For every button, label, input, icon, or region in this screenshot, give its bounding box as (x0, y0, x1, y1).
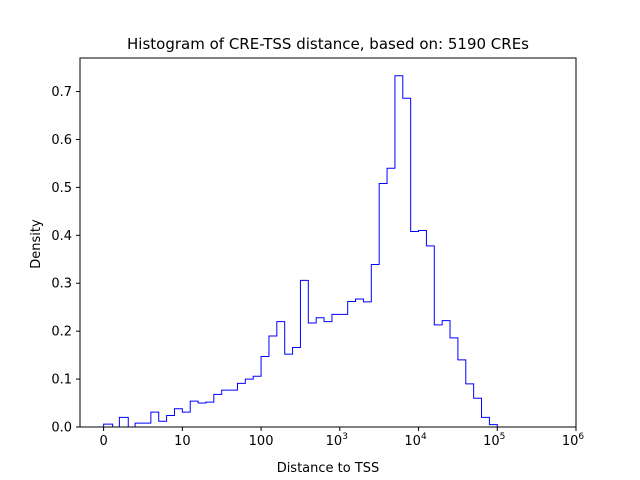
histogram-bin (411, 231, 419, 427)
y-tick-label: 0.7 (51, 85, 72, 100)
histogram-bin (300, 280, 308, 427)
x-tick-label: 100 (249, 434, 274, 449)
histogram-bin (293, 347, 301, 427)
plot-frame (79, 57, 577, 428)
histogram-bin (182, 412, 190, 427)
histogram-bin (167, 415, 175, 427)
y-tick-label: 0.3 (51, 277, 72, 292)
histogram-bin (348, 301, 356, 427)
y-tick-label: 0.4 (51, 229, 72, 244)
x-tick-label: 103 (326, 432, 348, 449)
histogram-bin (363, 302, 371, 427)
histogram-bin (222, 390, 230, 427)
histogram-bin (206, 402, 214, 427)
histogram-bin (277, 322, 285, 427)
histogram-bin (434, 325, 442, 427)
histogram-bin (143, 423, 151, 427)
histogram-bin (403, 98, 411, 427)
histogram-bin (419, 231, 427, 427)
histogram-bin (316, 318, 324, 427)
x-tick-label: 0 (99, 434, 107, 449)
histogram-bin (230, 390, 238, 427)
histogram-bin (466, 384, 474, 427)
histogram-bin (159, 421, 167, 427)
histogram-bin (387, 168, 395, 427)
histogram-bin (261, 357, 269, 427)
histogram-bin (198, 403, 206, 427)
histogram-bin (332, 314, 340, 427)
y-tick-label: 0.0 (51, 421, 72, 436)
histogram-bin (356, 299, 364, 427)
histogram-bin (442, 321, 450, 427)
histogram-bin (474, 398, 482, 427)
histogram-bin (190, 401, 198, 427)
y-tick-label: 0.6 (51, 133, 72, 148)
plot-area (103, 75, 498, 428)
histogram-bin (482, 417, 490, 427)
y-axis-label: Density (29, 219, 44, 269)
y-axis: 0.0 0.1 0.2 0.3 0.4 0.5 0.6 0.7 (51, 85, 80, 436)
x-tick-label: 106 (562, 432, 585, 449)
histogram-bin (237, 383, 245, 427)
x-tick-label: 105 (483, 432, 505, 449)
y-tick-label: 0.1 (51, 373, 72, 388)
histogram-bin (285, 354, 293, 427)
histogram-bin (395, 76, 403, 427)
x-axis-label: Distance to TSS (277, 461, 380, 476)
histogram-bin (308, 323, 316, 427)
histogram-bin (340, 314, 348, 427)
histogram-bin (119, 417, 128, 427)
x-tick-label: 104 (404, 432, 427, 449)
histogram-bin (269, 336, 277, 427)
histogram-bin (450, 338, 458, 427)
histogram-bin (324, 322, 332, 427)
histogram-bin (135, 423, 143, 427)
histogram-bin (151, 412, 159, 427)
histogram-step-line (103, 75, 498, 428)
chart-title: Histogram of CRE-TSS distance, based on:… (127, 35, 529, 53)
y-tick-label: 0.5 (51, 181, 72, 196)
histogram-bin (174, 409, 182, 427)
histogram-bin (379, 184, 387, 427)
histogram-bin (371, 265, 379, 427)
histogram-bin (245, 379, 253, 427)
histogram-bin (426, 246, 434, 427)
histogram-bin (214, 394, 222, 427)
x-tick-label: 10 (174, 434, 191, 449)
histogram-bin (458, 360, 466, 427)
x-axis: 0 10 100 103 104 105 106 (99, 427, 584, 449)
y-tick-label: 0.2 (51, 325, 72, 340)
histogram-bin (253, 376, 261, 427)
